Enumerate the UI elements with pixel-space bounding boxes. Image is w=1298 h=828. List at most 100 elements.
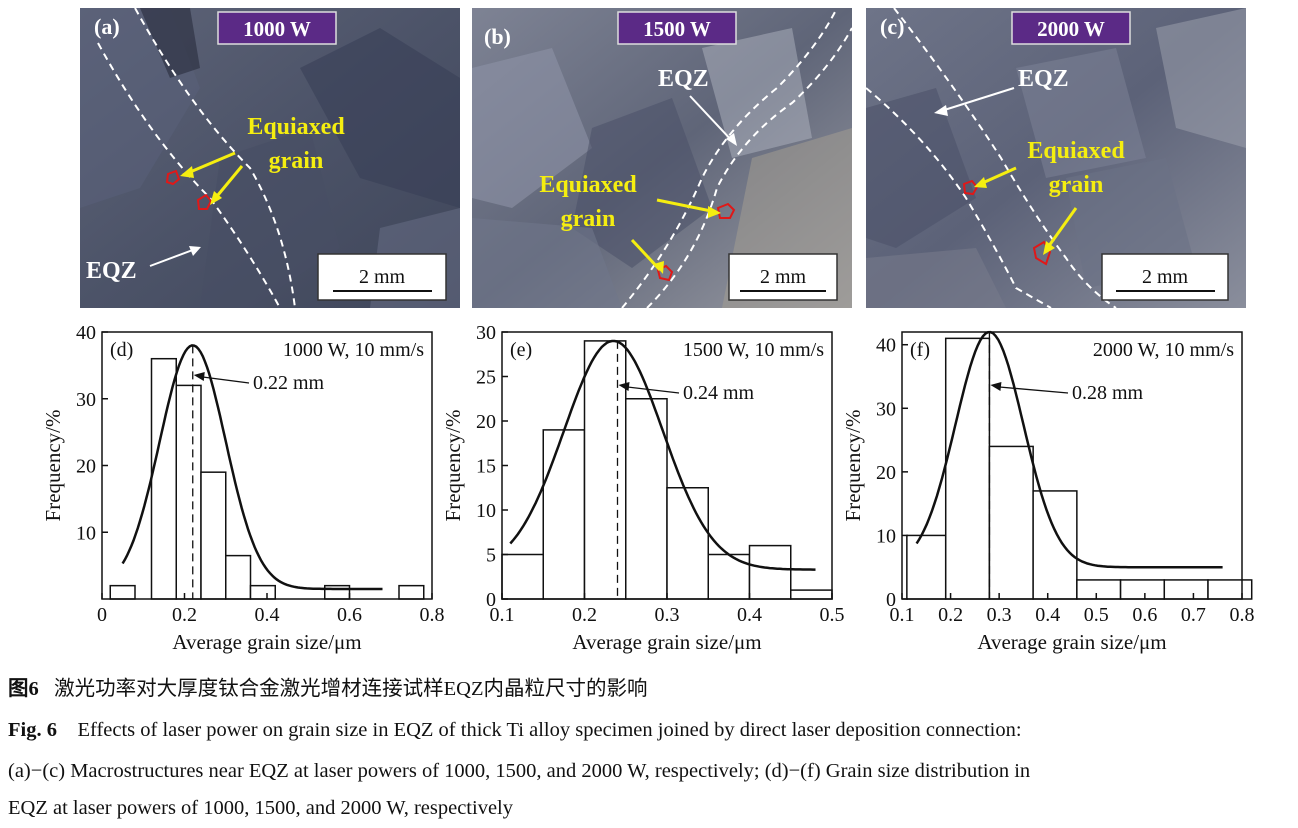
panel-label: (c)	[880, 14, 904, 39]
caption-en-text-2: (a)−(c) Macrostructures near EQZ at lase…	[8, 760, 1031, 782]
y-axis-label: Frequency/%	[441, 410, 465, 522]
panel-label: (b)	[484, 24, 511, 49]
y-tick-label: 10	[76, 522, 96, 544]
x-axis-label: Average grain size/μm	[572, 630, 761, 654]
histogram-bar	[1163, 579, 1209, 600]
y-tick-label: 10	[476, 500, 496, 522]
grain-label-2: grain	[1049, 172, 1104, 198]
scale-bar-label: 2 mm	[359, 266, 406, 288]
eqz-label: EQZ	[1018, 66, 1069, 92]
fit-curve	[509, 339, 816, 571]
x-axis-label: Average grain size/μm	[977, 630, 1166, 654]
y-tick-label: 15	[476, 456, 496, 478]
annotation-arrowhead	[990, 382, 1002, 391]
power-label: 1500 W	[643, 17, 711, 41]
histogram-bar	[790, 589, 833, 600]
annotation-arrowhead	[193, 372, 205, 381]
mean-annotation: 0.28 mm	[1072, 382, 1144, 404]
histogram-bar	[225, 554, 252, 600]
x-tick-label: 0.4	[737, 604, 762, 626]
x-axis-label: Average grain size/μm	[172, 630, 361, 654]
mean-annotation: 0.24 mm	[683, 382, 755, 404]
caption-cn-text: 激光功率对大厚度钛合金激光增材连接试样EQZ内晶粒尺寸的影响	[54, 678, 648, 700]
grain-label-1: Equiaxed	[247, 114, 345, 140]
caption-cn-label: 图6	[8, 678, 39, 700]
histogram-bar	[150, 357, 177, 600]
x-tick-label: 0.2	[172, 604, 197, 626]
annotation-arrow	[202, 376, 250, 384]
histogram-bar	[200, 471, 227, 600]
x-tick-label: 0.5	[820, 604, 845, 626]
micrograph-b: (b) 1500 W EQZ Equiaxed grain 2 mm	[472, 8, 852, 308]
eqz-label: EQZ	[86, 258, 137, 284]
x-tick-label: 0.8	[420, 604, 445, 626]
x-tick-label: 0.6	[337, 604, 362, 626]
plot-frame	[901, 331, 1243, 600]
x-tick-label: 0.2	[938, 604, 963, 626]
power-label: 2000 W	[1037, 17, 1105, 41]
histogram-bar	[666, 487, 709, 600]
histogram-bar	[906, 534, 947, 600]
histogram-bar	[249, 584, 276, 600]
histogram-bar	[1076, 579, 1122, 600]
y-tick-label: 20	[876, 462, 896, 484]
power-label: 1000 W	[243, 17, 311, 41]
micrograph-c: (c) 2000 W EQZ Equiaxed grain 2 mm	[866, 8, 1246, 308]
annotation-arrowhead	[618, 382, 630, 391]
chart-d: 0 0.2 0.4 0.6 0.8 10 20 30 40 0.22 mm (d) 1000 W, 1…	[40, 316, 450, 661]
y-tick-label: 20	[76, 456, 96, 478]
histogram-bar	[944, 337, 991, 600]
histogram-bar	[175, 384, 202, 600]
annotation-arrow	[627, 386, 680, 394]
x-tick-label: 0.3	[655, 604, 680, 626]
chart-f: 0.1 0.2 0.3 0.4 0.5 0.6 0.7 0.8 0 10 20 30 40 0.28 mm…	[840, 316, 1260, 661]
x-tick-label: 0.6	[1132, 604, 1157, 626]
y-axis-label: Frequency/%	[841, 410, 865, 522]
caption-en-line1: Fig. 6 Effects of laser power on grain s…	[8, 715, 1022, 745]
chart-e: 0.1 0.2 0.3 0.4 0.5 0 5 10 15 20 25 30 0.24 mm (e) 150…	[440, 316, 850, 661]
x-tick-label: 0	[97, 604, 107, 626]
x-tick-label: 0.8	[1230, 604, 1255, 626]
x-tick-label: 0.2	[572, 604, 597, 626]
caption-en-text-3: EQZ at laser powers of 1000, 1500, and 2…	[8, 797, 513, 819]
y-axis-label: Frequency/%	[41, 410, 65, 522]
y-tick-label: 30	[476, 322, 496, 344]
y-tick-label: 0	[486, 589, 496, 611]
histogram-bar	[748, 544, 792, 600]
y-tick-label: 40	[876, 335, 896, 357]
caption-cn: 图6 激光功率对大厚度钛合金激光增材连接试样EQZ内晶粒尺寸的影响	[8, 674, 647, 704]
histogram-bar	[625, 398, 668, 600]
y-tick-label: 30	[876, 398, 896, 420]
x-tick-label: 0.7	[1181, 604, 1206, 626]
y-tick-label: 5	[486, 545, 496, 567]
x-tick-label: 0.4	[255, 604, 280, 626]
eqz-label: EQZ	[658, 66, 709, 92]
fit-curve	[915, 330, 1223, 569]
grain-label-2: grain	[561, 206, 616, 232]
histogram-bar	[1207, 579, 1253, 600]
caption-en-text-1: Effects of laser power on grain size in …	[77, 719, 1022, 741]
y-tick-label: 25	[476, 367, 496, 389]
panel-label: (d)	[110, 339, 133, 361]
x-tick-label: 0.1	[490, 604, 515, 626]
micrograph-a: (a) 1000 W Equiaxed grain EQZ 2 mm	[80, 8, 460, 308]
y-tick-label: 20	[476, 411, 496, 433]
x-tick-label: 0.3	[987, 604, 1012, 626]
caption-en-label: Fig. 6	[8, 719, 57, 741]
chart-title: 1500 W, 10 mm/s	[683, 339, 824, 361]
scale-bar-label: 2 mm	[1142, 266, 1189, 288]
histogram-bar	[542, 429, 586, 600]
y-tick-label: 30	[76, 389, 96, 411]
mean-annotation: 0.22 mm	[253, 372, 325, 394]
histogram-bar	[501, 553, 544, 600]
annotation-arrow	[999, 386, 1069, 394]
chart-title: 2000 W, 10 mm/s	[1093, 339, 1234, 361]
caption-en-line2: (a)−(c) Macrostructures near EQZ at lase…	[8, 756, 1030, 786]
panel-label: (e)	[510, 339, 532, 361]
x-tick-label: 0.1	[890, 604, 915, 626]
chart-title: 1000 W, 10 mm/s	[283, 339, 424, 361]
panel-label: (f)	[910, 339, 930, 361]
histogram-bar	[1119, 579, 1166, 600]
histogram-bar	[398, 584, 425, 600]
grain-label-1: Equiaxed	[539, 172, 637, 198]
